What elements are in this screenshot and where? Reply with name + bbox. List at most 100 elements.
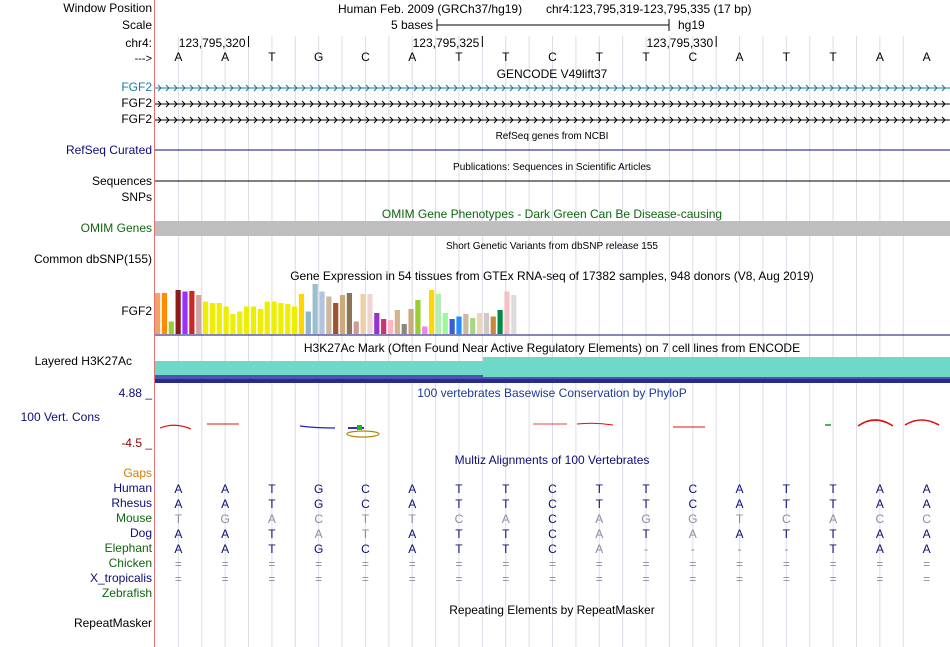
- gtex-bar[interactable]: [470, 318, 476, 334]
- strand-arrow-icon: [837, 100, 842, 108]
- gtex-bar[interactable]: [504, 291, 510, 335]
- gtex-bar[interactable]: [196, 295, 202, 334]
- gtex-bar[interactable]: [456, 316, 462, 335]
- species-label[interactable]: Rhesus: [111, 496, 152, 510]
- gtex-bar[interactable]: [381, 319, 387, 334]
- h3k27ac-signal[interactable]: [155, 357, 950, 383]
- h3k27ac-layer[interactable]: [155, 375, 483, 378]
- phylop-track-label[interactable]: 100 Vert. Cons: [20, 410, 100, 424]
- gtex-bar[interactable]: [202, 301, 209, 335]
- gtex-bar[interactable]: [155, 293, 161, 334]
- h3k27ac-layer[interactable]: [483, 357, 950, 361]
- alignment-base: T: [829, 542, 837, 556]
- gtex-bar[interactable]: [244, 306, 250, 335]
- gtex-bar[interactable]: [250, 306, 257, 335]
- gtex-bar[interactable]: [182, 291, 188, 335]
- gtex-bar[interactable]: [401, 324, 407, 334]
- gtex-bar[interactable]: [415, 300, 421, 334]
- gtex-bar[interactable]: [353, 321, 359, 335]
- strand-arrow-icon: [621, 100, 626, 108]
- alignment-base: =: [830, 572, 837, 586]
- strand-arrow-icon: [333, 116, 338, 124]
- species-label[interactable]: Zebrafish: [101, 586, 152, 600]
- gtex-bar[interactable]: [374, 313, 380, 334]
- gencode-track-label[interactable]: FGF2: [121, 80, 152, 94]
- phylop-wiggle[interactable]: [159, 419, 940, 438]
- gtex-bar[interactable]: [326, 296, 332, 335]
- species-label[interactable]: Human: [113, 481, 152, 495]
- strand-arrow-icon: [421, 100, 426, 108]
- gtex-bar[interactable]: [387, 320, 394, 334]
- gtex-bar[interactable]: [497, 310, 503, 334]
- sequences-track-label[interactable]: Sequences: [91, 174, 152, 188]
- species-label[interactable]: Dog: [129, 526, 152, 540]
- strand-arrow-icon: [341, 84, 346, 92]
- gtex-bar[interactable]: [511, 295, 517, 334]
- gtex-bar[interactable]: [490, 316, 496, 335]
- gtex-bar[interactable]: [394, 310, 400, 334]
- track-image[interactable]: Human Feb. 2009 (GRCh37/hg19) chr4:123,7…: [155, 0, 950, 647]
- gtex-bar[interactable]: [408, 309, 414, 334]
- gtex-bar[interactable]: [168, 321, 174, 335]
- gencode-track-label[interactable]: FGF2: [121, 112, 152, 126]
- gtex-bar[interactable]: [189, 291, 195, 334]
- gtex-bar[interactable]: [442, 313, 448, 334]
- multiz-title: Multiz Alignments of 100 Vertebrates: [455, 453, 650, 467]
- strand-arrow-icon: [229, 84, 234, 92]
- strand-arrow-icon: [237, 84, 242, 92]
- alignment-base: A: [221, 482, 229, 496]
- gtex-bar[interactable]: [435, 294, 442, 334]
- gtex-bar[interactable]: [175, 290, 181, 334]
- gtex-bar[interactable]: [209, 303, 215, 334]
- h3k27ac-track-label[interactable]: Layered H3K27Ac: [34, 354, 132, 368]
- gtex-track-label[interactable]: FGF2: [121, 304, 152, 318]
- gtex-bar[interactable]: [278, 303, 284, 334]
- h3k27ac-layer[interactable]: [155, 379, 950, 383]
- multiz-alignment[interactable]: A A T G C A T T C T T C A T T A AA A T G C A T T C T T C A T T A AT G A C T T…: [174, 482, 931, 586]
- gtex-bar[interactable]: [360, 294, 366, 334]
- refseq-track-label[interactable]: RefSeq Curated: [65, 143, 152, 157]
- gtex-bar[interactable]: [312, 284, 318, 334]
- gtex-bar[interactable]: [476, 313, 483, 334]
- gtex-bar[interactable]: [216, 303, 222, 334]
- tracks-canvas[interactable]: Human Feb. 2009 (GRCh37/hg19) chr4:123,7…: [155, 0, 950, 647]
- gtex-bar[interactable]: [257, 309, 263, 334]
- gtex-bar[interactable]: [333, 303, 339, 334]
- gtex-bar[interactable]: [298, 294, 305, 334]
- species-label[interactable]: Elephant: [104, 541, 152, 555]
- gtex-bar[interactable]: [429, 290, 435, 334]
- h3k27ac-layer[interactable]: [155, 361, 950, 377]
- snps-track-label[interactable]: SNPs: [121, 190, 152, 204]
- gtex-bar[interactable]: [264, 301, 270, 335]
- gencode-transcripts[interactable]: [155, 84, 950, 124]
- gtex-bar[interactable]: [223, 306, 229, 335]
- gtex-bar[interactable]: [346, 293, 352, 334]
- gtex-bar[interactable]: [292, 306, 298, 335]
- omim-gene-bar[interactable]: [155, 221, 950, 236]
- gtex-bars[interactable]: [155, 284, 517, 335]
- gtex-bar[interactable]: [463, 314, 469, 334]
- h3k27ac-layer[interactable]: [155, 377, 950, 379]
- gtex-bar[interactable]: [422, 326, 428, 335]
- dbsnp-track-label[interactable]: Common dbSNP(155): [33, 252, 152, 266]
- gtex-bar[interactable]: [339, 295, 346, 334]
- gtex-bar[interactable]: [319, 291, 325, 335]
- species-label[interactable]: Chicken: [108, 556, 152, 570]
- species-label[interactable]: Mouse: [115, 511, 152, 525]
- gtex-bar[interactable]: [271, 301, 277, 335]
- gtex-bar[interactable]: [367, 294, 373, 334]
- gtex-bar[interactable]: [483, 313, 489, 334]
- gtex-bar[interactable]: [230, 314, 236, 334]
- gtex-bar[interactable]: [237, 311, 243, 335]
- gencode-track-label[interactable]: FGF2: [121, 96, 152, 110]
- label-divider: [154, 0, 155, 647]
- gtex-bar[interactable]: [449, 319, 455, 334]
- gtex-bar[interactable]: [305, 311, 311, 335]
- alignment-base: =: [362, 572, 369, 586]
- gtex-bar[interactable]: [285, 304, 291, 334]
- species-label[interactable]: X_tropicalis: [89, 571, 152, 585]
- repeatmasker-track-label[interactable]: RepeatMasker: [73, 616, 152, 630]
- strand-arrow-icon: [517, 100, 522, 108]
- omim-track-label[interactable]: OMIM Genes: [80, 221, 152, 235]
- gtex-bar[interactable]: [161, 293, 168, 334]
